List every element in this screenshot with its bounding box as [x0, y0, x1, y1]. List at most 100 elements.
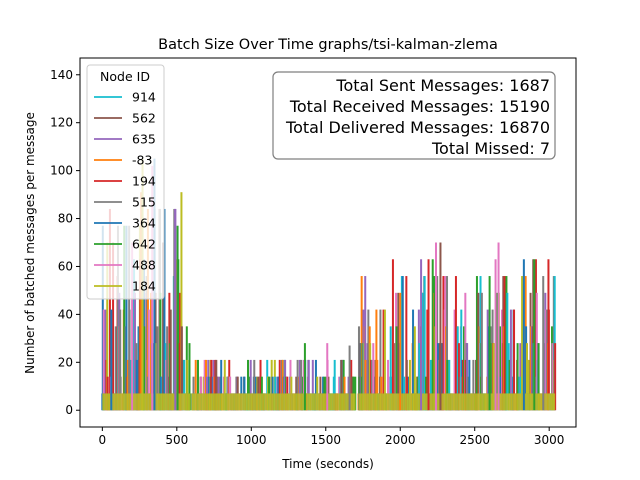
bar: [203, 359, 206, 411]
bar: [442, 276, 445, 411]
legend: Node ID 914 562 635 -83 194 515 364 642 488 184: [86, 64, 165, 300]
bar: [429, 359, 432, 411]
x-tick-label: 2000: [385, 433, 416, 447]
legend-label: 488: [132, 258, 156, 273]
bar: [147, 309, 150, 411]
bar: [372, 343, 375, 411]
bar: [249, 359, 252, 411]
bar: [300, 359, 303, 411]
bar: [159, 292, 162, 411]
bar: [364, 359, 367, 411]
bar: [547, 309, 550, 411]
bar: [503, 276, 506, 411]
legend-label: 642: [132, 237, 156, 252]
bar: [370, 359, 373, 411]
bar: [333, 359, 336, 411]
bar-base-band: [102, 393, 191, 411]
stats-line-delivered: Total Delivered Messages: 16870: [285, 118, 550, 137]
bar: [535, 292, 538, 411]
bar: [382, 309, 385, 411]
bar: [537, 343, 540, 411]
bar: [340, 359, 343, 411]
bar: [123, 225, 126, 411]
bar-peak: [303, 343, 306, 411]
bar: [401, 276, 404, 411]
legend-title: Node ID: [100, 69, 150, 84]
bar: [376, 359, 379, 411]
x-tick-label: 3000: [534, 433, 565, 447]
bar: [247, 359, 250, 411]
bar-base-band: [191, 393, 356, 411]
bar: [162, 242, 165, 411]
stats-line-sent: Total Sent Messages: 1687: [335, 76, 550, 95]
bar: [508, 359, 511, 411]
bar: [102, 309, 105, 411]
bar: [181, 359, 184, 411]
bar: [421, 292, 424, 411]
bar: [464, 292, 467, 411]
bar-peak: [488, 276, 491, 411]
bar: [412, 359, 415, 411]
bar: [532, 259, 535, 411]
bar: [119, 309, 122, 411]
x-tick-label: 1000: [236, 433, 267, 447]
bar: [405, 276, 408, 411]
bar: [307, 359, 310, 411]
bar-peak: [131, 242, 134, 411]
bar: [220, 359, 223, 411]
legend-label: 635: [132, 132, 156, 147]
legend-label: 364: [132, 216, 156, 231]
bar: [477, 292, 480, 411]
bar: [490, 343, 493, 411]
legend-label: 914: [132, 90, 156, 105]
bar-peak: [110, 309, 113, 411]
bar: [125, 225, 128, 411]
bar: [527, 359, 530, 411]
y-tick-label: 140: [50, 68, 73, 82]
plot-frame: [79, 57, 577, 428]
y-tick-label: 0: [65, 403, 73, 417]
bar-peak: [542, 276, 545, 411]
x-tick-label: 500: [165, 433, 188, 447]
bar: [521, 276, 524, 411]
bar-peak: [176, 225, 179, 411]
x-tick-label: 2500: [459, 433, 490, 447]
y-tick-label: 60: [58, 259, 73, 273]
bar: [509, 309, 512, 411]
stats-line-received: Total Received Messages: 15190: [289, 97, 550, 116]
bar-peak: [522, 259, 525, 411]
chart-title: Batch Size Over Time graphs/tsi-kalman-z…: [158, 37, 498, 53]
bar-peak: [533, 259, 536, 411]
bar-peak: [399, 292, 402, 411]
bar: [302, 359, 305, 411]
bar: [278, 359, 281, 411]
y-tick-label: 100: [50, 164, 73, 178]
bar: [516, 343, 519, 411]
bar: [448, 359, 451, 411]
bar: [126, 359, 129, 411]
y-axis-label: Number of batched messages per message: [23, 112, 37, 374]
bar: [492, 343, 495, 411]
bar: [551, 343, 554, 411]
bar: [180, 192, 183, 411]
bar: [454, 276, 457, 411]
x-axis: 0 500 1000 1500 2000 2500 3000: [99, 427, 565, 447]
bar: [210, 359, 213, 411]
legend-label: 562: [132, 111, 156, 126]
bar: [128, 309, 131, 411]
bar-peak: [174, 208, 177, 411]
bar: [133, 292, 136, 411]
bar: [423, 276, 426, 411]
bar: [395, 326, 398, 411]
bar: [196, 359, 199, 411]
bar: [166, 326, 169, 411]
bar: [143, 326, 146, 411]
bar: [108, 208, 111, 411]
bar: [106, 242, 109, 411]
bar: [456, 326, 459, 411]
bar: [418, 343, 421, 411]
bar: [135, 359, 138, 411]
y-tick-label: 40: [58, 307, 73, 321]
bar: [499, 326, 502, 411]
